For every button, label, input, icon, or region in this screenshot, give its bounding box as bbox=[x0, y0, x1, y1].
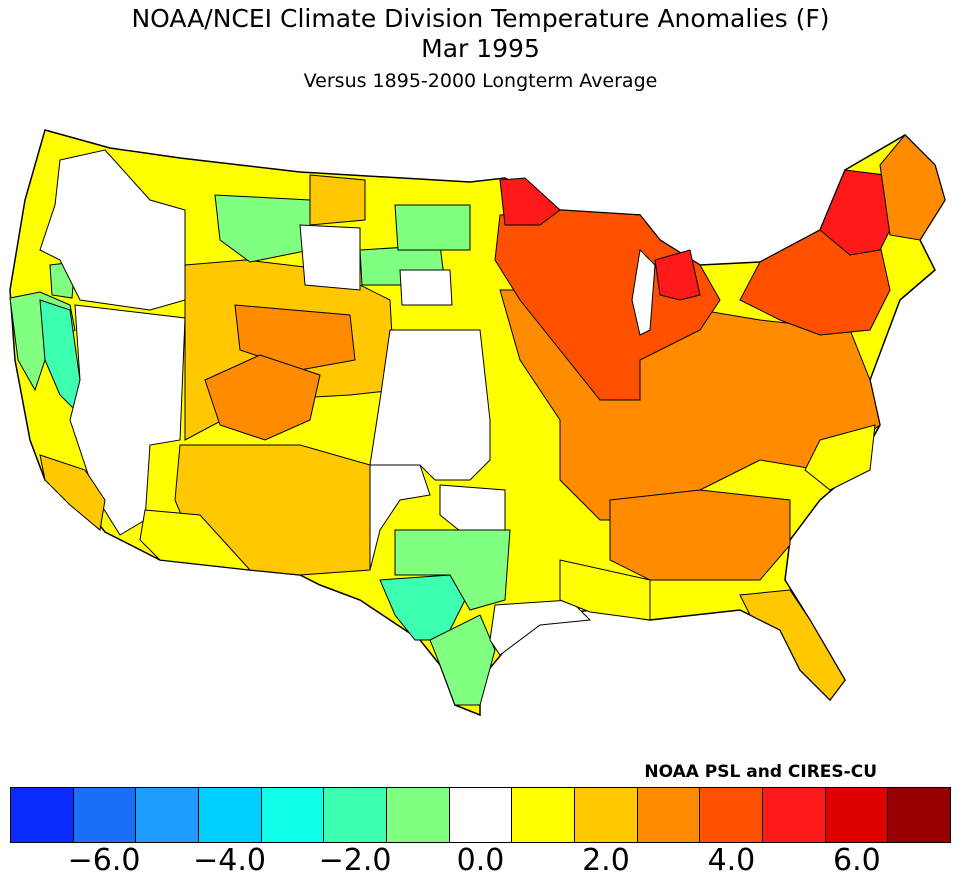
region-northwest bbox=[39, 149, 186, 311]
region-texas-south-green bbox=[429, 614, 496, 706]
credit-text: NOAA PSL and CIRES-CU bbox=[644, 762, 877, 782]
colorbar-tick-label: 6.0 bbox=[833, 843, 881, 878]
region-colorado-core bbox=[234, 304, 356, 371]
colorbar-swatch bbox=[825, 788, 889, 842]
map-date: Mar 1995 bbox=[421, 34, 540, 63]
colorbar-swatch bbox=[575, 788, 638, 842]
colorbar-tick-label: 4.0 bbox=[707, 843, 756, 878]
region-carolina-yellow bbox=[804, 424, 876, 491]
region-texas-central-green bbox=[394, 529, 511, 611]
map-subtitle: Versus 1895-2000 Longterm Average bbox=[303, 70, 658, 92]
region-florida bbox=[739, 589, 846, 701]
us-climate-division-map bbox=[9, 129, 946, 717]
map-title: NOAA/NCEI Climate Division Temperature A… bbox=[131, 4, 830, 33]
colorbar-swatch bbox=[700, 788, 764, 842]
lake-michigan bbox=[631, 248, 656, 336]
region-maine-orange bbox=[879, 134, 946, 241]
colorbar-swatch bbox=[199, 788, 262, 842]
region-gulf-coast bbox=[559, 559, 651, 621]
region-arizona-south-yellow bbox=[139, 509, 252, 571]
colorbar-swatch bbox=[888, 788, 951, 842]
region-southeast-orange bbox=[609, 489, 791, 581]
region-nd-green bbox=[394, 204, 471, 251]
colorbar-tick-label: −6.0 bbox=[67, 843, 141, 878]
colorbar-swatch bbox=[449, 788, 513, 842]
region-socal bbox=[39, 454, 106, 531]
region-wyoming-white bbox=[299, 224, 361, 291]
colorbar-tick-label: −2.0 bbox=[318, 843, 392, 878]
region-texas-gulf-white bbox=[489, 599, 592, 656]
colorbar-swatch bbox=[261, 788, 325, 842]
colorbar-swatch bbox=[387, 788, 450, 842]
region-utah-core bbox=[204, 354, 321, 441]
region-minnesota-red bbox=[499, 177, 561, 226]
colorbar bbox=[10, 787, 951, 843]
region-michigan-red bbox=[654, 249, 701, 301]
colorbar-swatch bbox=[763, 788, 826, 842]
region-montana-west bbox=[214, 194, 311, 263]
colorbar-swatch bbox=[11, 788, 74, 842]
colorbar-swatch bbox=[512, 788, 576, 842]
region-montana-central bbox=[309, 174, 366, 226]
colorbar-swatch bbox=[637, 788, 701, 842]
colorbar-swatch bbox=[73, 788, 137, 842]
colorbar-tick-label: −4.0 bbox=[193, 843, 266, 878]
colorbar-tick-label: 2.0 bbox=[582, 843, 630, 878]
colorbar-swatch bbox=[324, 788, 388, 842]
region-nebraska-white bbox=[399, 269, 453, 306]
region-nevada bbox=[69, 304, 186, 536]
region-plains-white bbox=[369, 329, 491, 481]
colorbar-tick-label: 0.0 bbox=[456, 843, 505, 878]
colorbar-swatch bbox=[136, 788, 200, 842]
